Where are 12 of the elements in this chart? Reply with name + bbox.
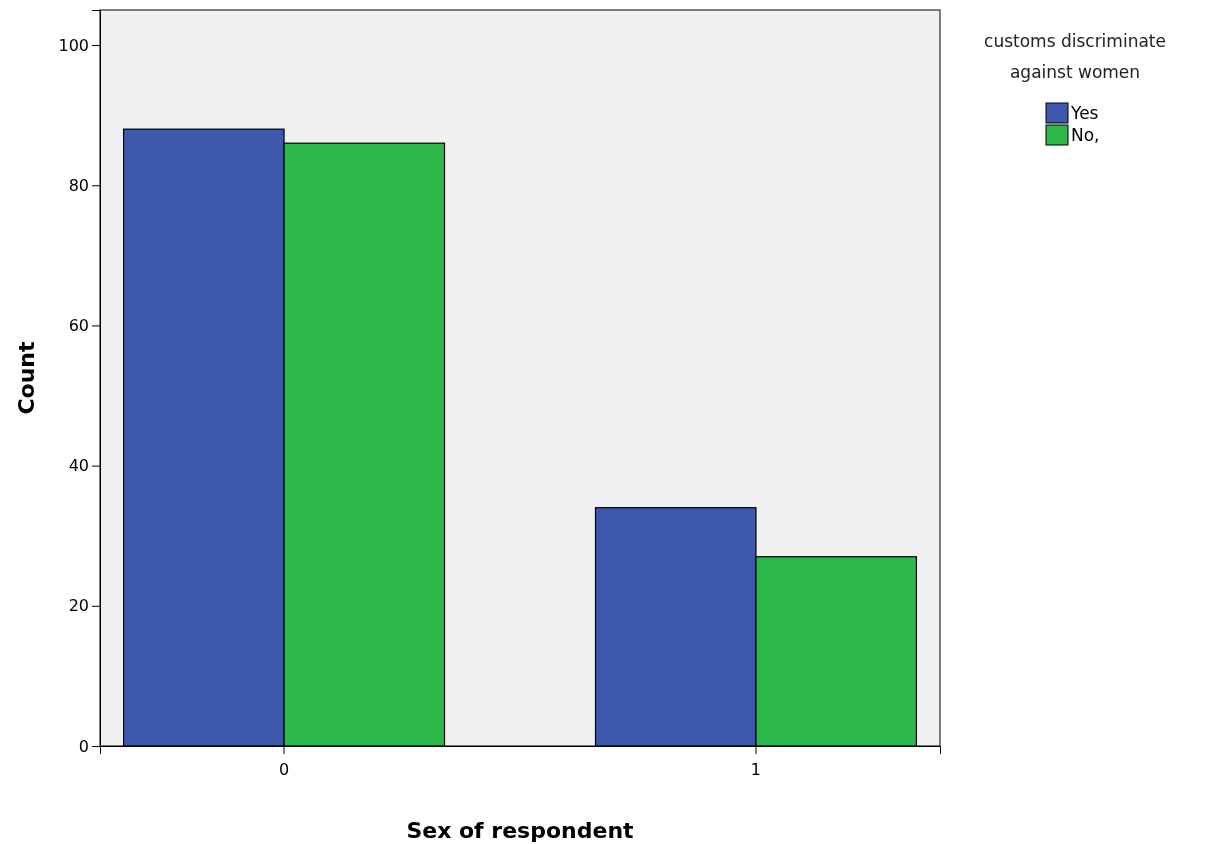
y-tick-label: 0	[78, 736, 89, 756]
y-tick-label: 20	[68, 596, 89, 616]
x-axis-title: Sex of respondent	[406, 818, 635, 843]
y-axis-title: Count	[14, 340, 39, 415]
y-tick-label: 100	[58, 35, 89, 55]
y-tick-label: 60	[68, 316, 89, 336]
x-tick-label: 1	[750, 759, 762, 779]
legend-title: customs discriminate against women	[984, 31, 1166, 82]
legend-label: Yes	[1070, 103, 1099, 123]
y-tick-label: 40	[68, 456, 89, 476]
legend-label: No,	[1071, 125, 1100, 145]
y-tick-label: 80	[68, 175, 89, 195]
